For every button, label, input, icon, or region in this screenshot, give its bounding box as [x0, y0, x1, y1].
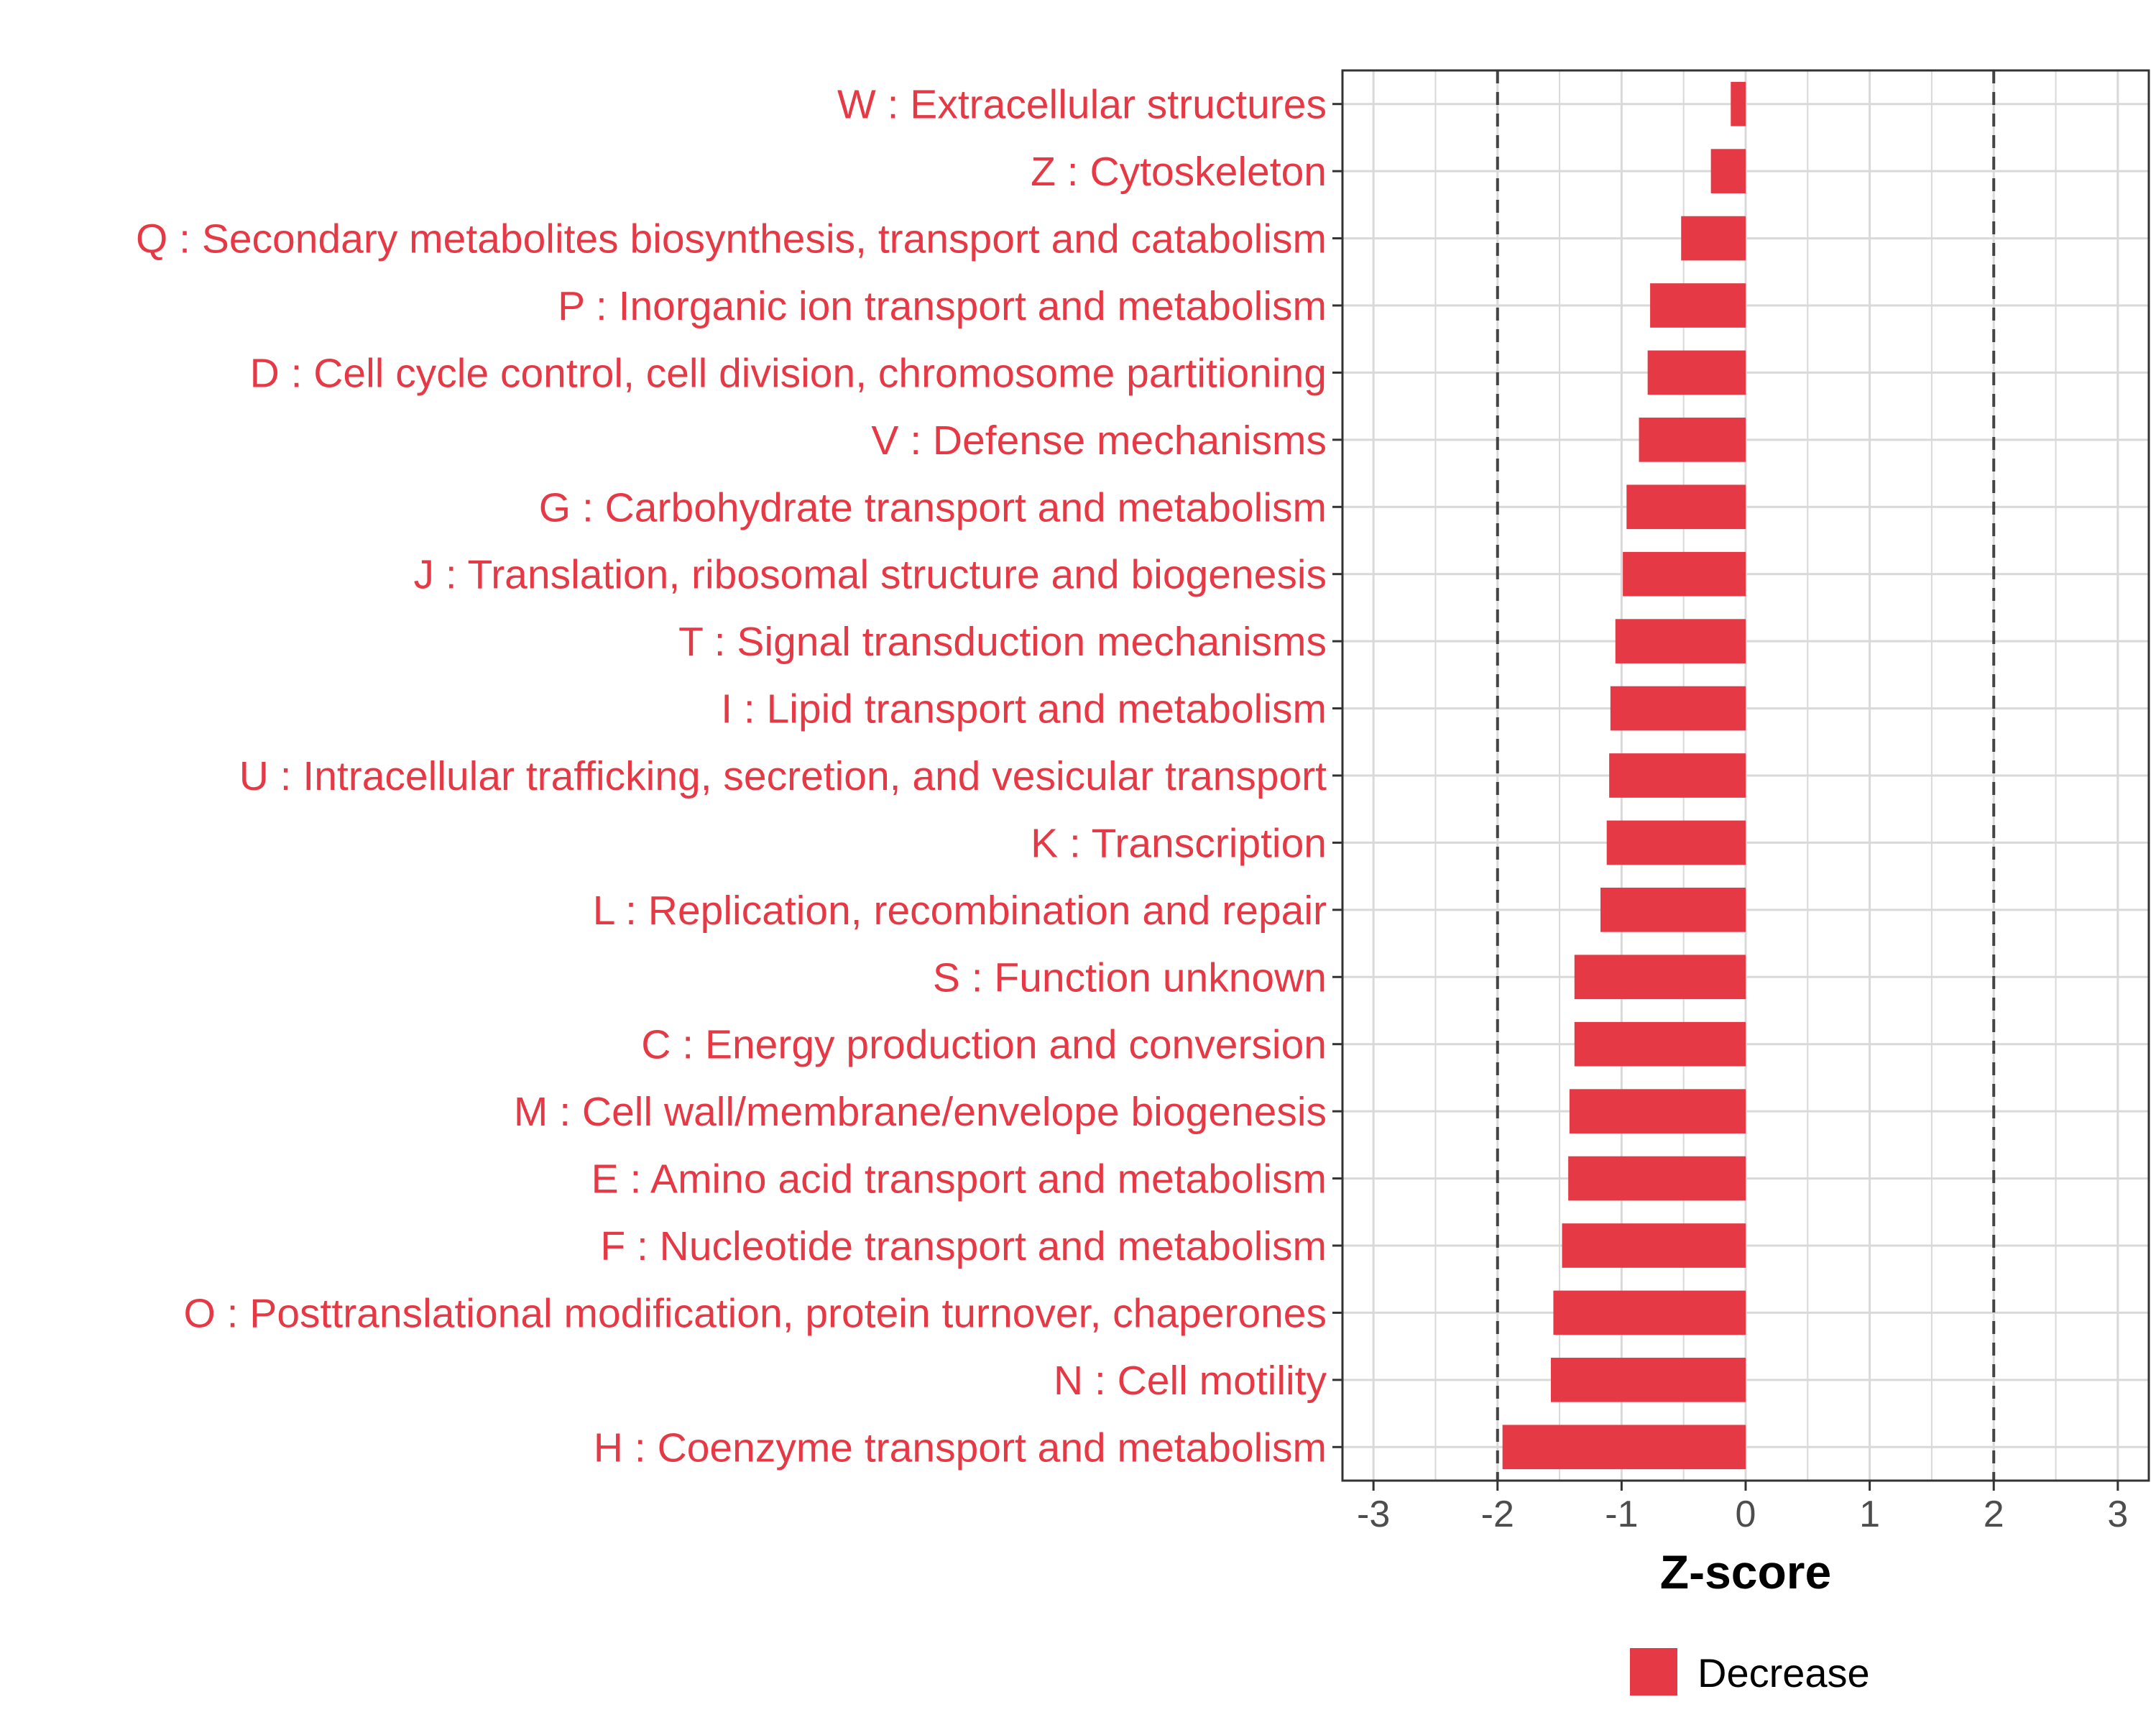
category-label: K : Transcription: [1031, 820, 1327, 866]
legend-key-decrease: [1630, 1648, 1677, 1696]
bar: [1600, 888, 1746, 932]
x-tick-label: 2: [1984, 1494, 2004, 1535]
y-axis-ticks: [1332, 103, 1342, 1448]
category-label: M : Cell wall/membrane/envelope biogenes…: [514, 1089, 1327, 1135]
bar: [1562, 1223, 1746, 1268]
x-tick-label: -1: [1605, 1494, 1638, 1535]
category-label: C : Energy production and conversion: [641, 1022, 1327, 1068]
bar: [1550, 1358, 1746, 1402]
x-tick-label: 1: [1859, 1494, 1880, 1535]
bar: [1681, 216, 1746, 261]
category-label: G : Carbohydrate transport and metabolis…: [539, 484, 1327, 530]
bar: [1609, 753, 1746, 798]
bar: [1650, 283, 1746, 328]
category-label: O : Posttranslational modification, prot…: [183, 1290, 1327, 1336]
bar: [1610, 686, 1746, 731]
category-label: U : Intracellular trafficking, secretion…: [239, 753, 1327, 799]
category-label: V : Defense mechanisms: [871, 418, 1327, 464]
bar: [1568, 1156, 1746, 1201]
reference-lines: [1496, 70, 1996, 1481]
x-axis-title: Z-score: [1660, 1545, 1831, 1598]
x-tick-label: 0: [1736, 1494, 1756, 1535]
bar: [1574, 954, 1746, 1000]
category-label: P : Inorganic ion transport and metaboli…: [558, 283, 1327, 329]
category-labels: W : Extracellular structures Z : Cytoskel…: [136, 82, 1327, 1471]
bar: [1606, 820, 1746, 865]
bar: [1553, 1290, 1746, 1335]
category-label: F : Nucleotide transport and metabolism: [600, 1223, 1327, 1269]
category-label: J : Translation, ribosomal structure and…: [414, 552, 1327, 598]
x-axis-ticks: -3 -2 -1 0 1 2 3: [1357, 1481, 2128, 1535]
bar: [1502, 1425, 1746, 1470]
bar: [1710, 149, 1746, 193]
category-label: N : Cell motility: [1054, 1358, 1327, 1404]
bars: [1502, 81, 1746, 1470]
category-label: I : Lipid transport and metabolism: [721, 686, 1327, 732]
bar: [1569, 1089, 1746, 1133]
x-tick-label: 3: [2107, 1494, 2128, 1535]
bar: [1639, 418, 1746, 462]
category-label: L : Replication, recombination and repai…: [593, 888, 1327, 934]
bar: [1623, 551, 1746, 597]
bar: [1626, 484, 1746, 530]
category-label: Z : Cytoskeleton: [1031, 149, 1327, 195]
category-label: W : Extracellular structures: [837, 82, 1327, 128]
bar: [1574, 1021, 1746, 1067]
category-label: T : Signal transduction mechanisms: [678, 619, 1327, 665]
bar: [1647, 350, 1746, 395]
legend-label-decrease: Decrease: [1697, 1650, 1870, 1696]
bar: [1731, 81, 1746, 126]
legend: Decrease: [1630, 1648, 1870, 1696]
category-label: H : Coenzyme transport and metabolism: [594, 1425, 1327, 1471]
category-label: E : Amino acid transport and metabolism: [591, 1156, 1327, 1202]
x-tick-label: -2: [1481, 1494, 1514, 1535]
category-label: D : Cell cycle control, cell division, c…: [250, 350, 1327, 396]
bar: [1615, 619, 1746, 663]
x-tick-label: -3: [1357, 1494, 1390, 1535]
category-label: S : Function unknown: [933, 954, 1327, 1000]
category-label: Q : Secondary metabolites biosynthesis, …: [136, 216, 1327, 262]
